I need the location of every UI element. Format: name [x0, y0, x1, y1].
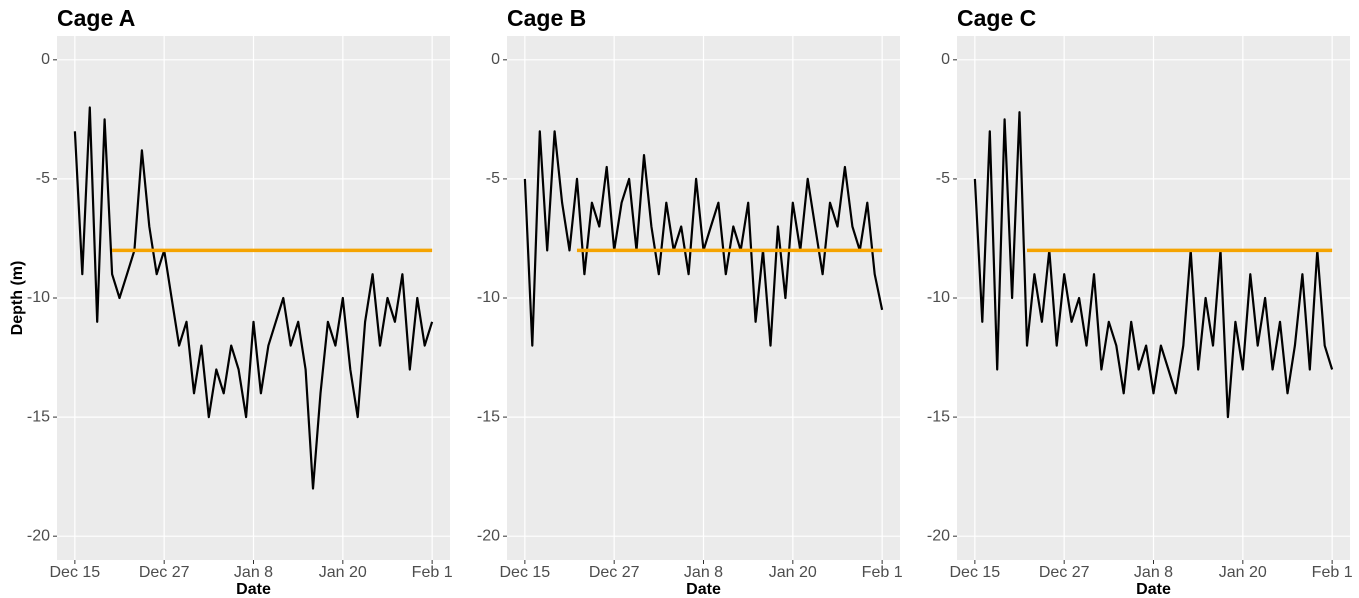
depth-line [973, 111, 1334, 419]
x-tick-label: Dec 15 [50, 564, 101, 581]
y-tick-label: -20 [477, 527, 500, 544]
y-tick-label: -15 [477, 408, 500, 425]
x-tick-label: Dec 27 [1039, 564, 1090, 581]
y-tick-label: -20 [27, 527, 50, 544]
x-tick-label: Jan 8 [684, 564, 723, 581]
x-tick-label: Dec 15 [950, 564, 1001, 581]
x-axis-title: Date [1136, 581, 1171, 598]
x-tick-label: Jan 8 [1134, 564, 1173, 581]
y-tick-label: -10 [477, 289, 500, 306]
x-axis-title: Date [686, 581, 721, 598]
y-tick-label: -15 [27, 408, 50, 425]
x-tick-label: Jan 20 [769, 564, 817, 581]
y-tick-label: -10 [927, 289, 950, 306]
y-tick-label: -15 [927, 408, 950, 425]
x-tick-label: Feb 1 [412, 564, 453, 581]
x-tick-label: Jan 20 [319, 564, 367, 581]
panel-title: Cage C [957, 5, 1036, 31]
y-tick-label: 0 [491, 51, 500, 68]
y-tick-label: -5 [486, 170, 500, 187]
y-tick-label: 0 [41, 51, 50, 68]
y-tick-label: -10 [27, 289, 50, 306]
y-tick-label: -20 [927, 527, 950, 544]
x-tick-label: Jan 20 [1219, 564, 1267, 581]
panel-title: Cage B [507, 5, 586, 31]
y-axis-title: Depth (m) [9, 261, 26, 336]
x-axis-title: Date [236, 581, 271, 598]
panel-title: Cage A [57, 5, 135, 31]
x-tick-label: Dec 27 [589, 564, 640, 581]
x-tick-label: Dec 27 [139, 564, 190, 581]
x-tick-label: Jan 8 [234, 564, 273, 581]
x-tick-label: Feb 1 [1312, 564, 1353, 581]
y-tick-label: 0 [941, 51, 950, 68]
x-tick-label: Feb 1 [862, 564, 903, 581]
y-tick-label: -5 [36, 170, 50, 187]
y-tick-label: -5 [936, 170, 950, 187]
x-tick-label: Dec 15 [500, 564, 551, 581]
